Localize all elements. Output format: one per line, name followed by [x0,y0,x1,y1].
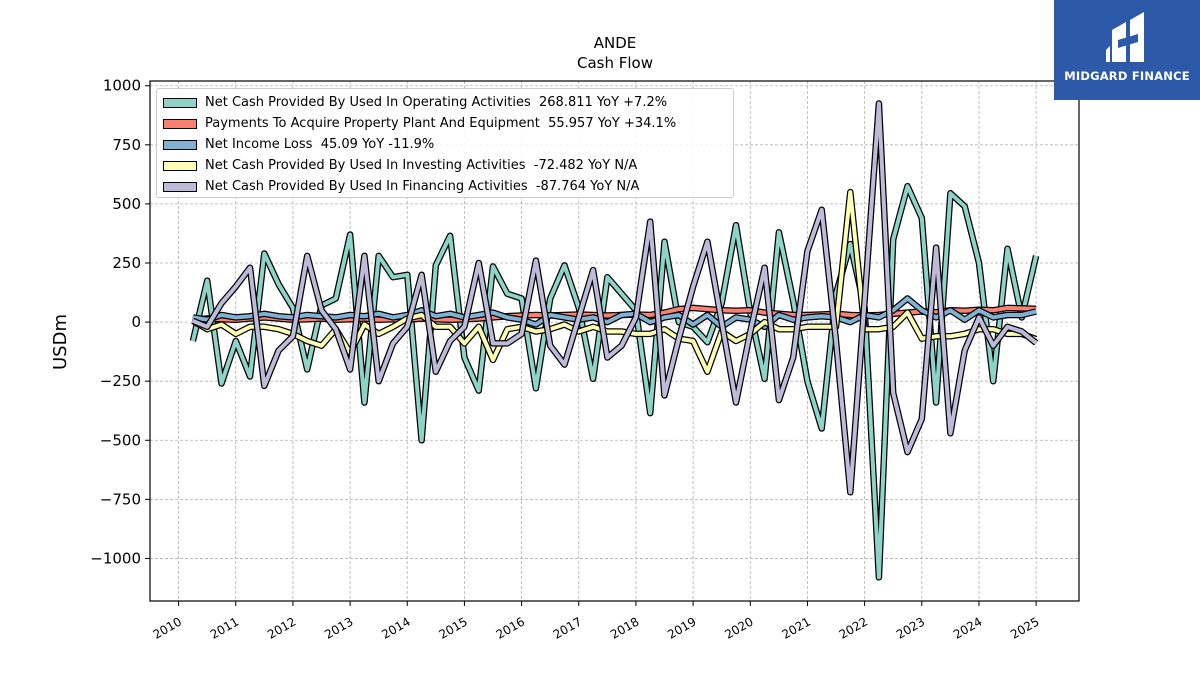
chart-title: ANDE [594,34,637,52]
x-tick-label: 2019 [665,614,698,641]
legend-label-capex: Payments To Acquire Property Plant And E… [205,116,677,131]
series-line-net-income [192,296,1037,329]
x-tick-label: 2020 [722,614,755,641]
legend-label-net-income: Net Income Loss 45.09 YoY -11.9% [205,137,435,152]
legend-label-financing: Net Cash Provided By Used In Financing A… [205,179,640,194]
x-tick-label: 2022 [837,614,870,641]
series-line-operating [190,184,1039,580]
legend-swatch-investing [163,160,197,171]
series-line-financing [192,101,1038,495]
x-tick-label: 2023 [894,614,927,641]
legend-item-financing: Net Cash Provided By Used In Financing A… [163,176,733,197]
legend-item-investing: Net Cash Provided By Used In Investing A… [163,155,733,176]
legend-swatch-operating [163,97,197,108]
x-tick-label: 2013 [322,614,355,641]
logo-mark-icon [1106,12,1144,62]
plot-area-frame [149,80,1080,602]
x-tick-label: 2014 [379,614,412,641]
x-tick-label: 2015 [436,614,469,641]
legend-swatch-net-income [163,139,197,150]
legend-item-operating: Net Cash Provided By Used In Operating A… [163,92,733,113]
x-tick-label: 2018 [608,614,641,641]
legend-item-net-income: Net Income Loss 45.09 YoY -11.9% [163,134,733,155]
y-tick-label: −750 [100,490,141,508]
legend-label-operating: Net Cash Provided By Used In Operating A… [205,95,668,110]
series-line-outline-operating [189,182,1040,581]
legend-item-capex: Payments To Acquire Property Plant And E… [163,113,733,134]
y-axis-ticks: 1000 750 500 250 0 −250 −500 −750 −1000 [90,77,150,567]
x-tick-label: 2011 [208,614,241,641]
y-tick-label: −250 [100,372,141,390]
legend-label-investing: Net Cash Provided By Used In Investing A… [205,158,638,173]
y-axis-label: USDm [50,314,71,370]
x-tick-label: 2010 [151,614,184,641]
x-tick-label: 2012 [265,614,298,641]
legend-swatch-financing [163,181,197,192]
y-tick-label: 250 [112,254,141,272]
y-tick-label: 0 [131,313,141,331]
y-tick-label: −1000 [90,549,141,567]
x-tick-label: 2017 [551,614,584,641]
y-tick-label: 750 [112,136,141,154]
logo-text: MIDGARD FINANCE [1064,69,1190,83]
y-tick-label: 500 [112,195,141,213]
brand-logo: MIDGARD FINANCE [1054,0,1200,100]
x-tick-label: 2021 [779,614,812,641]
y-tick-label: 1000 [103,77,141,95]
x-tick-label: 2025 [1008,614,1041,641]
x-tick-label: 2024 [951,614,984,641]
chart-subtitle: Cash Flow [577,54,653,72]
legend-swatch-capex [163,118,197,129]
y-tick-label: −500 [100,431,141,449]
x-tick-label: 2016 [494,614,527,641]
series-lines [189,100,1040,581]
x-axis-ticks: 2010 2011 2012 2013 2014 2015 2016 2017 2018 2019… [151,601,1042,642]
chart-legend: Net Cash Provided By Used In Operating A… [156,88,734,198]
